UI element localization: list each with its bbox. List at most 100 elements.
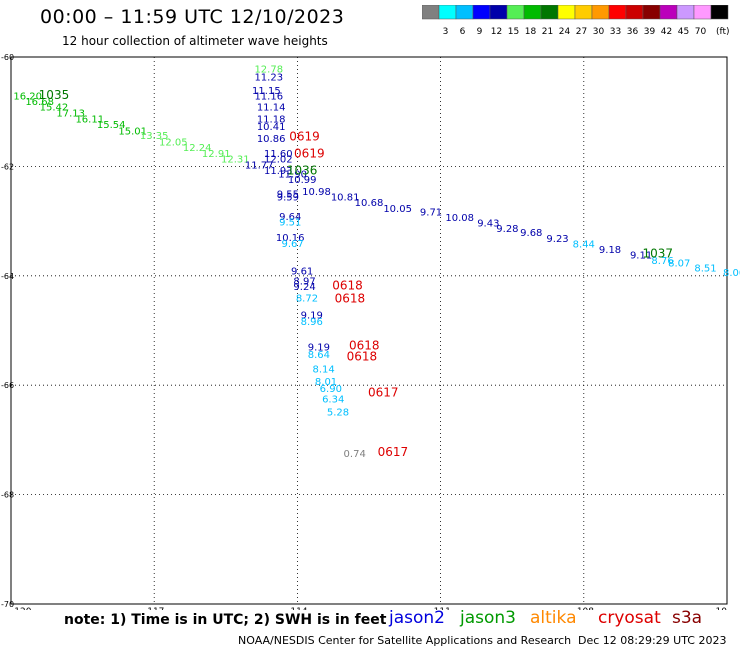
x-tick-label: -10 [712,607,727,610]
y-tick-label: -60 [1,53,14,62]
pass-time-label: 0619 [294,147,325,161]
wave-height-label: 8.76 [651,256,673,267]
wave-height-label: 11.77 [245,161,274,172]
pass-time-label: 0618 [349,339,380,353]
wave-height-label: 12.78 [254,64,283,75]
wave-height-label: 10.08 [445,213,474,224]
wave-height-label: 11.15 [252,86,281,97]
wave-height-label: 8.44 [573,239,595,250]
wave-height-label: 8.14 [313,365,335,376]
wave-height-label: 15.54 [97,120,126,131]
y-tick-label: -66 [1,381,14,390]
satellite-legend-cryosat: cryosat [598,608,661,628]
satellite-legend-s3a: s3a [672,608,703,628]
wave-height-label: 11.16 [254,92,283,103]
colorbar-label: 70 [695,27,707,35]
x-tick-label: -117 [144,607,164,610]
wave-height-label: 10.86 [257,134,286,145]
colorbar-label: 27 [576,27,587,35]
wave-height-label: 9.43 [477,219,499,230]
wave-height-label: 12.02 [264,155,293,166]
pass-time-label: 0618 [335,292,366,306]
wave-height-label: 9.51 [279,217,301,228]
colorbar-label: 21 [542,27,553,35]
wave-height-label: 17.13 [56,109,85,120]
wave-height-label: 8.64 [308,350,330,361]
wave-height-label: 9.55 [277,190,299,201]
wave-height-label: 8.96 [301,317,323,328]
x-tick-label: -108 [574,607,595,610]
pass-time-label: 0617 [378,445,409,459]
wave-height-label: 5.28 [327,407,349,418]
pass-time-label: 0618 [332,278,363,292]
wave-height-label: 6.34 [322,395,344,406]
wave-height-label: 8.00 [723,268,740,279]
wave-height-label: 12.91 [202,149,231,160]
wave-height-label: 8.51 [694,263,716,274]
pass-time-label: 0617 [368,386,399,400]
colorbar-label: 45 [678,27,689,35]
wave-height-label: 11.18 [257,115,286,126]
wave-height-label: 9.19 [301,310,323,321]
pass-time-label: 0618 [347,350,378,364]
wave-height-label: 9.24 [293,282,315,293]
wave-height-label: 15.01 [118,127,147,138]
wave-height-label: 11.23 [254,73,283,84]
y-tick-label: -68 [1,491,14,500]
wave-height-label: 0.74 [344,449,366,460]
wave-height-label: 10.05 [383,204,412,215]
map-title: 00:00 – 11:59 UTC 12/10/2023 [40,6,345,28]
colorbar-label: 42 [661,27,672,35]
wave-height-label: 16.20 [13,92,42,103]
pass-time-label: 1036 [287,164,318,178]
footer-credit: NOAA/NESDIS Center for Satellite Applica… [238,634,572,647]
wave-height-label: 10.41 [257,122,286,133]
wave-height-label: 9.23 [546,234,568,245]
wave-height-label: 10.99 [288,175,317,186]
satellite-legend-jason2: jason2 [389,608,445,628]
x-tick-label: -120 [11,607,32,610]
pass-time-label: 1035 [39,88,70,102]
wave-height-label: 11.14 [257,103,286,114]
wave-height-label: 12.05 [159,138,188,149]
wave-height-label: 9.11 [630,250,652,261]
pass-time-label: 1037 [643,247,674,261]
colorbar-label: 9 [477,27,483,35]
colorbar-label: 39 [644,27,656,35]
colorbar-label: 33 [610,27,621,35]
colorbar-swatch [710,5,729,20]
wave-height-label: 12.24 [183,143,212,154]
footer-note: note: 1) Time is in UTC; 2) SWH is in fe… [64,612,387,628]
colorbar-label: 15 [508,27,519,35]
wave-height-label: 9.28 [496,224,518,235]
wave-height-label: 9.19 [308,343,330,354]
map-frame [10,56,728,605]
y-tick-label: -62 [1,162,14,171]
wave-height-label: 8.07 [668,259,690,270]
wave-height-label: 15.42 [40,103,69,114]
colorbar-unit: (ft) [716,27,730,35]
wave-height-map: -120 -117 -114 -111 -108 -10 -60 -62 -64 -66 -68 -… [1,53,740,610]
wave-height-label: 9.61 [291,267,313,278]
wave-height-label: 9.18 [599,245,621,256]
wave-height-label: 9.71 [420,208,442,219]
colorbar-label: 24 [559,27,571,35]
wave-height-label: 10.81 [331,192,360,203]
satellite-legend-jason3: jason3 [460,608,516,628]
y-tick-label: -70 [1,600,14,609]
wave-height-label: 9.67 [281,239,303,250]
wave-height-label: 12.31 [221,155,250,166]
colorbar-label: 6 [460,27,466,35]
wave-height-label: 11.93 [264,166,293,177]
pass-time-label: 0619 [289,130,320,144]
wave-height-label: 8.01 [315,377,337,388]
wave-height-label: 16.11 [75,115,104,126]
wave-height-label: 11.90 [278,169,307,180]
wave-height-label: 8.97 [293,277,315,288]
wave-height-label: 9.64 [279,212,301,223]
x-tick-label: -111 [430,607,450,610]
wave-height-label: 11.60 [264,149,293,160]
wave-height-label: 9.68 [520,228,542,239]
map-subtitle: 12 hour collection of altimeter wave hei… [62,34,328,48]
colorbar-label: 3 [443,27,449,35]
